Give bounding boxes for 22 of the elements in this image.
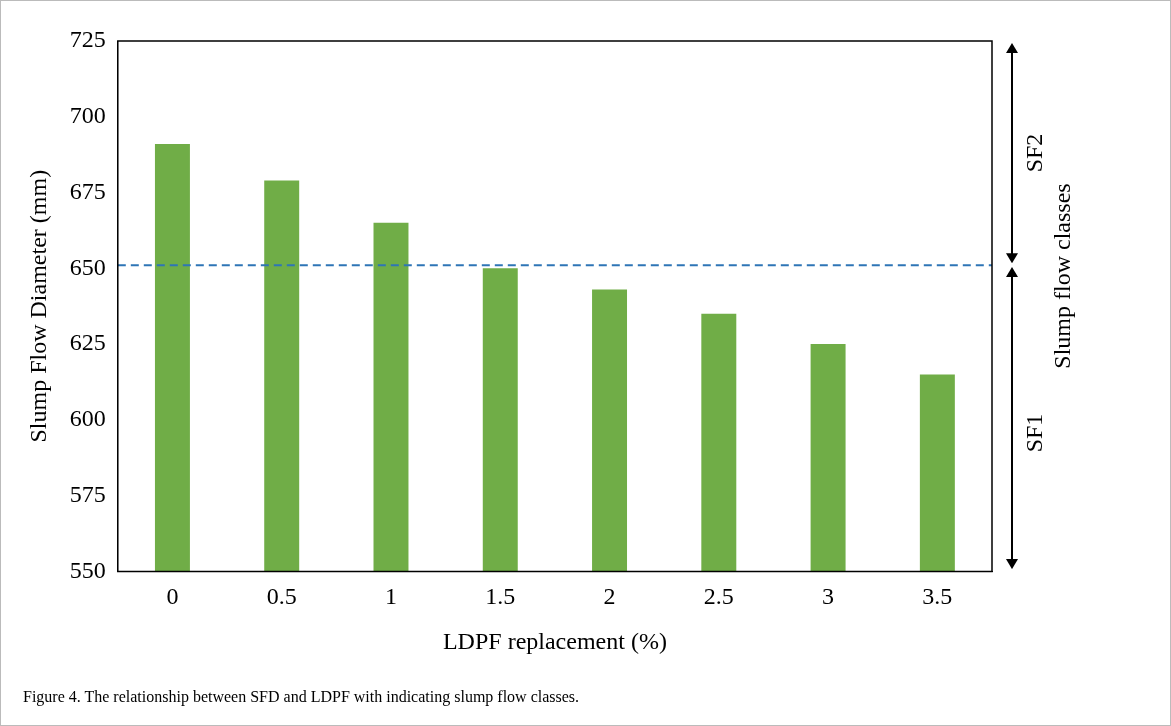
x-tick-label: 3 xyxy=(822,583,835,610)
y-tick-label: 600 xyxy=(69,405,106,432)
x-tick-label: 1.5 xyxy=(485,583,516,610)
caption: Figure 4. The relationship between SFD and LDPF with indicating slump flow classes. xyxy=(23,688,580,706)
y-tick-label: 575 xyxy=(69,480,106,507)
y-tick-label: 625 xyxy=(69,329,106,356)
x-tick-label: 2.5 xyxy=(703,583,734,610)
x-axis-title: LDPF replacement (%) xyxy=(442,627,667,654)
y-axis-title: Slump Flow Diameter (mm) xyxy=(24,169,51,443)
text: SF2 xyxy=(1020,133,1048,173)
x-tick-label: 0 xyxy=(166,583,179,610)
text: Slump flow classes xyxy=(1048,183,1076,369)
x-tick-label: 3.5 xyxy=(922,583,953,610)
y-tick-label: 725 xyxy=(69,26,106,53)
y-tick-label: 700 xyxy=(69,102,106,129)
x-tick-label: 2 xyxy=(603,583,616,610)
text: SF1 xyxy=(1020,414,1048,453)
y-tick-label: 675 xyxy=(69,177,106,204)
y-tick-label: 550 xyxy=(69,556,106,583)
x-tick-label: 1 xyxy=(384,583,397,610)
y-tick-label: 650 xyxy=(69,253,106,280)
x-tick-label: 0.5 xyxy=(266,583,297,610)
